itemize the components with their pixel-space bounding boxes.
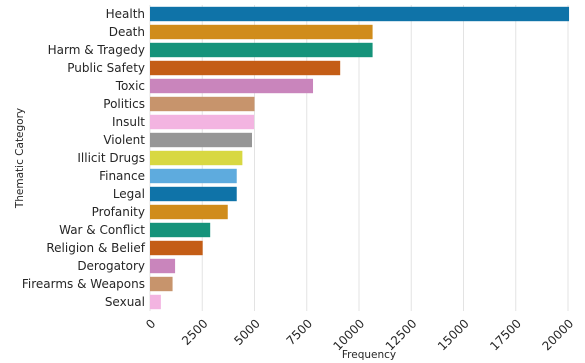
- category-label-firearms-and-weapons: Firearms & Weapons: [22, 277, 145, 291]
- x-tick-labels: 0 2500 5000 7500 10000 12500 15000 17500 20000: [143, 316, 576, 353]
- category-label-war-and-conflict: War & Conflict: [59, 223, 145, 237]
- x-tick-label: 17500: [487, 316, 524, 353]
- y-axis-title: Thematic Category: [14, 108, 26, 209]
- x-tick-label: 15000: [435, 316, 472, 353]
- bar-politics: [150, 96, 255, 112]
- category-label-finance: Finance: [99, 169, 145, 183]
- category-label-death: Death: [109, 25, 145, 39]
- bar-death: [150, 24, 373, 40]
- bar-illicit-drugs: [150, 150, 243, 166]
- x-tick-label: 7500: [284, 316, 315, 347]
- category-label-derogatory: Derogatory: [77, 259, 145, 273]
- bar-profanity: [150, 204, 228, 220]
- x-tick-label: 5000: [231, 316, 262, 347]
- bar-firearms-and-weapons: [150, 276, 173, 292]
- category-label-politics: Politics: [103, 97, 145, 111]
- category-label-sexual: Sexual: [105, 295, 145, 309]
- bar-legal: [150, 186, 237, 202]
- bars: [150, 6, 570, 310]
- x-tick-label: 10000: [330, 316, 367, 353]
- bar-insult: [150, 114, 255, 130]
- category-label-illicit-drugs: Illicit Drugs: [77, 151, 145, 165]
- bar-derogatory: [150, 258, 176, 274]
- x-axis-title: Frequency: [342, 349, 396, 361]
- bar-health: [150, 6, 570, 22]
- bar-war-and-conflict: [150, 222, 211, 238]
- category-label-legal: Legal: [113, 187, 145, 201]
- bar-sexual: [150, 294, 161, 310]
- category-label-toxic: Toxic: [115, 79, 145, 93]
- bar-toxic: [150, 78, 314, 94]
- bar-religion-and-belief: [150, 240, 203, 256]
- category-labels: Health Death Harm & Tragedy Public Safety To…: [22, 7, 146, 309]
- bar-finance: [150, 168, 237, 184]
- x-tick-label: 0: [143, 316, 158, 331]
- bar-public-safety: [150, 60, 341, 76]
- x-tick-label: 2500: [179, 316, 210, 347]
- bar-violent: [150, 132, 252, 148]
- x-tick-label: 20000: [539, 316, 576, 353]
- x-tick-label: 12500: [383, 316, 420, 353]
- bar-harm-and-tragedy: [150, 42, 373, 58]
- category-label-insult: Insult: [112, 115, 145, 129]
- category-label-profanity: Profanity: [92, 205, 145, 219]
- category-label-public-safety: Public Safety: [67, 61, 145, 75]
- category-label-health: Health: [106, 7, 145, 21]
- category-label-harm-and-tragedy: Harm & Tragedy: [48, 43, 145, 57]
- category-label-violent: Violent: [103, 133, 145, 147]
- category-label-religion-and-belief: Religion & Belief: [46, 241, 145, 255]
